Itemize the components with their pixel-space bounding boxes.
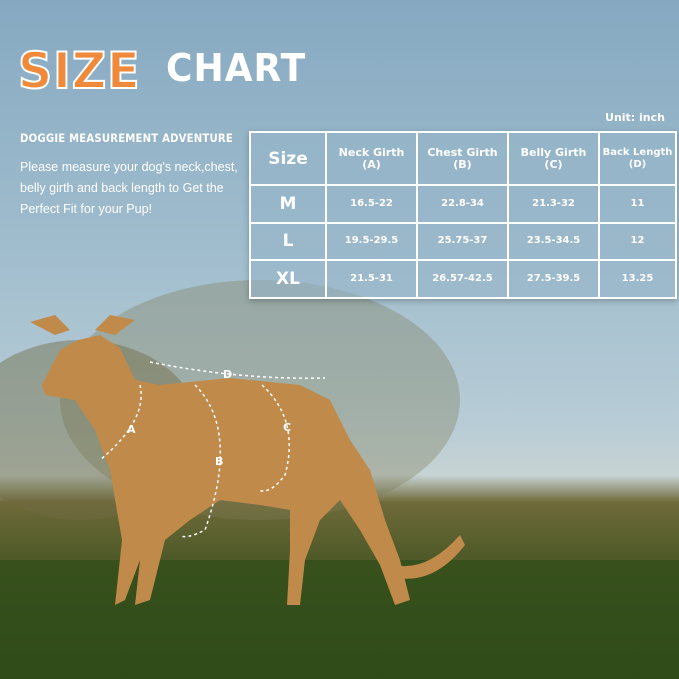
marker-d: D <box>223 368 233 381</box>
header-neck: Neck Girth (A) <box>325 131 418 186</box>
cell-chest: 26.57-42.5 <box>416 259 509 299</box>
header-chest: Chest Girth (B) <box>416 131 509 186</box>
chest-measure-line <box>179 384 222 538</box>
header-back: Back Length (D) <box>598 131 677 186</box>
cell-belly: 27.5-39.5 <box>507 259 600 299</box>
cell-belly: 21.3-32 <box>507 184 600 224</box>
title-chart: CHART <box>166 46 307 90</box>
cell-chest: 25.75-37 <box>416 221 509 262</box>
cell-neck: 21.5-31 <box>325 259 418 299</box>
cell-back: 11 <box>598 184 677 224</box>
header-size: Size <box>249 131 327 186</box>
neck-measure-line <box>99 384 142 461</box>
marker-a: A <box>127 423 136 436</box>
marker-c: C <box>283 421 292 434</box>
grass <box>0 560 679 679</box>
table-row: L 19.5-29.5 25.75-37 23.5-34.5 12 <box>249 221 677 262</box>
cell-chest: 22.8-34 <box>416 184 509 224</box>
table-header-row: Size Neck Girth (A) Chest Girth (B) Belly … <box>249 131 677 186</box>
dog-silhouette <box>30 315 465 605</box>
size-table: Size Neck Girth (A) Chest Girth (B) Belly … <box>249 131 677 299</box>
subtitle: DOGGIE MEASUREMENT ADVENTURE <box>20 131 233 145</box>
cell-back: 13.25 <box>598 259 677 299</box>
cell-neck: 19.5-29.5 <box>325 221 418 262</box>
cell-size: M <box>249 184 327 224</box>
belly-measure-line <box>257 384 290 492</box>
table-row: M 16.5-22 22.8-34 21.3-32 11 <box>249 184 677 224</box>
cell-neck: 16.5-22 <box>325 184 418 224</box>
marker-b: B <box>215 455 224 468</box>
description: Please measure your dog's neck,chest, be… <box>20 160 238 216</box>
cell-size: XL <box>249 259 327 299</box>
table-row: XL 21.5-31 26.57-42.5 27.5-39.5 13.25 <box>249 259 677 299</box>
title-size: SIZE <box>17 41 141 101</box>
header-belly: Belly Girth (C) <box>507 131 600 186</box>
cell-belly: 23.5-34.5 <box>507 221 600 262</box>
unit-label: Unit: inch <box>605 111 665 124</box>
cell-back: 12 <box>598 221 677 262</box>
cell-size: L <box>249 221 327 262</box>
